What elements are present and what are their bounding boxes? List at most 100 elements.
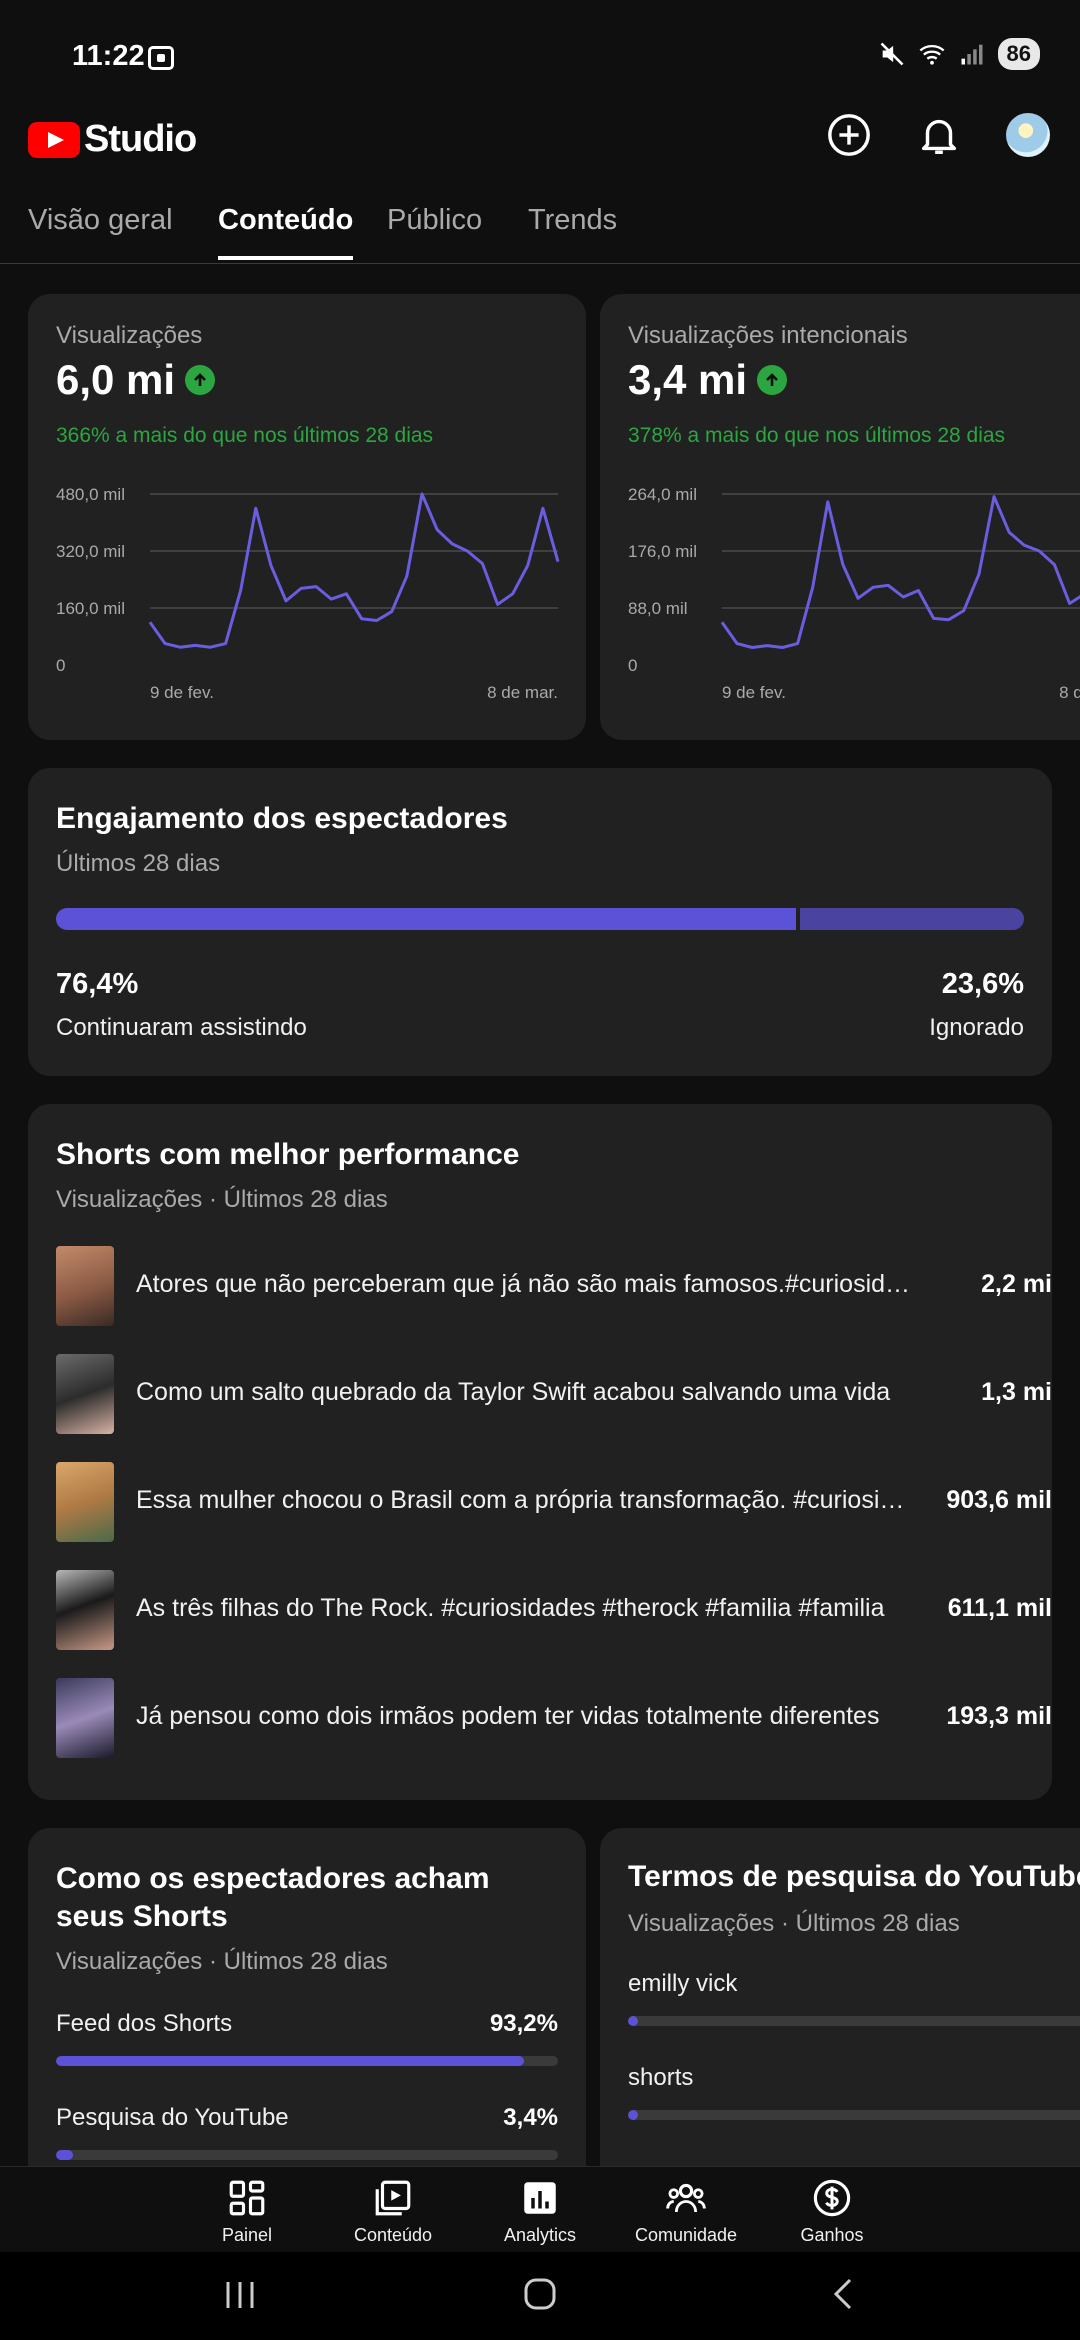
avatar[interactable] (1006, 113, 1050, 157)
nav-earnings[interactable]: Ganhos (772, 2177, 892, 2246)
arrow-up-icon (185, 365, 216, 395)
list-item[interactable]: Como um salto quebrado da Taylor Swift a… (56, 1354, 1052, 1434)
search-term-bar (628, 2016, 1080, 2026)
card-subtitle: Últimos 28 dias (56, 850, 221, 877)
y-tick-label: 320,0 mil (56, 542, 125, 561)
source-bar-fill (56, 2056, 524, 2066)
nav-label: Comunidade (634, 2225, 738, 2245)
source-bar (56, 2150, 558, 2160)
tab-overview[interactable]: Visão geral (28, 204, 173, 236)
short-thumbnail (56, 1246, 114, 1326)
status-time: 11:22 (72, 40, 145, 72)
app-bar: Studio (0, 104, 1080, 208)
x-tick-label: 9 de fev. (722, 683, 786, 702)
metric-value-text: 3,4 mi (628, 356, 748, 403)
intentional-views-chart: 264,0 mil 176,0 mil 88,0 mil 0 9 de fev. 8 de… (628, 485, 1080, 702)
engagement-card[interactable]: Engajamento dos espectadores Últimos 28 … (28, 768, 1052, 1076)
home-icon[interactable] (522, 2272, 558, 2316)
views-chart: 480,0 mil 320,0 mil 160,0 mil 0 9 de fev. 8 d… (56, 485, 560, 702)
continued-label: Continuaram assistindo (56, 1014, 307, 1041)
status-icons: 86 (878, 38, 1040, 70)
list-item[interactable]: Atores que não perceberam que já não são… (56, 1246, 1052, 1326)
youtube-logo-icon (28, 121, 80, 158)
short-title: Essa mulher chocou o Brasil com a própri… (136, 1486, 916, 1514)
skipped-bar (800, 908, 1024, 930)
dashboard-icon (229, 2180, 265, 2216)
views-card[interactable]: Visualizações 6,0 mi 366% a mais do que … (28, 294, 586, 740)
source-bar (56, 2056, 558, 2066)
card-subtitle: Visualizações · Últimos 28 dias (56, 1948, 388, 1975)
nav-label: Analytics (503, 2225, 577, 2245)
nav-content[interactable]: Conteúdo (333, 2177, 453, 2246)
card-subtitle: Visualizações · Últimos 28 dias (628, 1910, 960, 1937)
metric-value: 3,4 mi (628, 356, 788, 404)
short-thumbnail (56, 1570, 114, 1650)
traffic-sources-card[interactable]: Como os espectadores acham seus Shorts V… (28, 1828, 586, 2188)
tab-bar: Visão geral Conteúdo Público Trends (0, 198, 1080, 264)
skipped-percent: 23,6% (941, 968, 1024, 1000)
short-title: Atores que não perceberam que já não são… (136, 1270, 916, 1298)
short-thumbnail (56, 1462, 114, 1542)
short-views: 1,3 mi (981, 1378, 1052, 1406)
top-actions (826, 112, 1050, 158)
card-title: Termos de pesquisa do YouTube (628, 1860, 1080, 1893)
create-icon[interactable] (826, 112, 872, 158)
nav-label: Ganhos (800, 2225, 864, 2245)
intentional-views-card[interactable]: Visualizações intencionais 3,4 mi 378% a… (600, 294, 1080, 740)
mute-icon (880, 42, 903, 66)
nav-dashboard[interactable]: Painel (187, 2177, 307, 2246)
metric-title: Visualizações (56, 322, 203, 349)
y-tick-label: 160,0 mil (56, 599, 125, 618)
system-navigation (0, 2252, 1080, 2340)
metric-change: 366% a mais do que nos últimos 28 dias (56, 424, 434, 447)
earnings-icon (813, 2179, 851, 2217)
short-title: As três filhas do The Rock. #curiosidade… (136, 1594, 885, 1622)
continued-bar (56, 908, 796, 930)
list-item[interactable]: Já pensou como dois irmãos podem ter vid… (56, 1678, 1052, 1758)
short-views: 193,3 mil (946, 1702, 1052, 1730)
metric-value-text: 6,0 mi (56, 356, 176, 403)
content-icon (375, 2180, 411, 2216)
search-term-bar-fill (628, 2016, 638, 2026)
search-term-label: emilly vick (628, 1970, 738, 1997)
x-tick-label: 9 de fev. (150, 683, 214, 702)
list-item[interactable]: As três filhas do The Rock. #curiosidade… (56, 1570, 1052, 1650)
wifi-icon (919, 44, 944, 65)
status-bar: 11:22 86 (0, 0, 1080, 118)
recent-apps-icon[interactable] (222, 2272, 258, 2316)
back-icon[interactable] (826, 2272, 862, 2316)
metric-title: Visualizações intencionais (628, 322, 908, 349)
logo-text: Studio (84, 118, 197, 160)
top-shorts-card[interactable]: Shorts com melhor performance Visualizaç… (28, 1104, 1052, 1800)
short-title: Já pensou como dois irmãos podem ter vid… (136, 1702, 880, 1730)
list-item[interactable]: Essa mulher chocou o Brasil com a própri… (56, 1462, 1052, 1542)
metric-change: 378% a mais do que nos últimos 28 dias (628, 424, 1006, 447)
skipped-label: Ignorado (929, 1014, 1024, 1041)
search-term-bar (628, 2110, 1080, 2120)
tab-audience[interactable]: Público (387, 204, 483, 236)
source-bar-fill (56, 2150, 74, 2160)
metric-value: 6,0 mi (56, 356, 216, 404)
search-terms-card[interactable]: Termos de pesquisa do YouTube Visualizaç… (600, 1828, 1080, 2188)
source-value: 3,4% (503, 2104, 558, 2131)
y-tick-label: 176,0 mil (628, 542, 697, 561)
source-value: 93,2% (489, 2010, 558, 2037)
nav-label: Painel (221, 2225, 273, 2245)
short-thumbnail (56, 1354, 114, 1434)
studio-logo[interactable]: Studio (28, 118, 197, 161)
source-label: Pesquisa do YouTube (56, 2104, 289, 2131)
tab-content[interactable]: Conteúdo (218, 204, 354, 260)
short-views: 2,2 mi (981, 1270, 1052, 1298)
nav-analytics[interactable]: Analytics (480, 2177, 600, 2246)
y-tick-label: 264,0 mil (628, 485, 697, 504)
card-title: Engajamento dos espectadores (56, 802, 508, 835)
nav-label: Conteúdo (353, 2225, 433, 2245)
short-views: 611,1 mil (947, 1594, 1052, 1622)
nav-community[interactable]: Comunidade (626, 2177, 746, 2246)
short-views: 903,6 mil (946, 1486, 1052, 1514)
tab-trends[interactable]: Trends (528, 204, 618, 236)
bell-icon[interactable] (916, 112, 962, 158)
card-title: Shorts com melhor performance (56, 1138, 520, 1171)
y-tick-label: 0 (56, 656, 65, 675)
bottom-navigation: Painel Conteúdo Analytics Comunidade Gan… (0, 2166, 1080, 2252)
